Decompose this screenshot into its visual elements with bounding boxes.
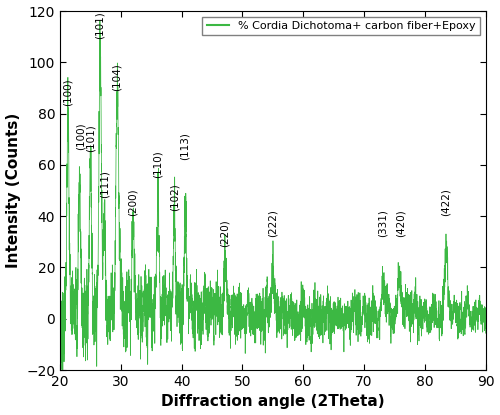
Text: (113): (113) [180,132,190,160]
Text: (102): (102) [170,183,179,211]
Text: (101): (101) [86,124,96,152]
Text: (200): (200) [128,188,138,216]
Text: (420): (420) [396,209,406,237]
Y-axis label: Intensity (Counts): Intensity (Counts) [6,113,20,268]
Text: (101): (101) [94,12,104,39]
Text: (220): (220) [219,219,229,247]
Legend: % Cordia Dichotoma+ carbon fiber+Epoxy: % Cordia Dichotoma+ carbon fiber+Epoxy [202,17,480,36]
Text: (104): (104) [112,63,122,90]
Text: (110): (110) [152,150,162,178]
Text: (331): (331) [378,209,388,237]
Text: (422): (422) [441,188,451,216]
Text: (222): (222) [268,209,278,237]
Text: (100): (100) [75,122,85,149]
Text: (111): (111) [100,171,110,198]
X-axis label: Diffraction angle (2Theta): Diffraction angle (2Theta) [161,394,384,410]
Text: (100): (100) [63,78,73,106]
